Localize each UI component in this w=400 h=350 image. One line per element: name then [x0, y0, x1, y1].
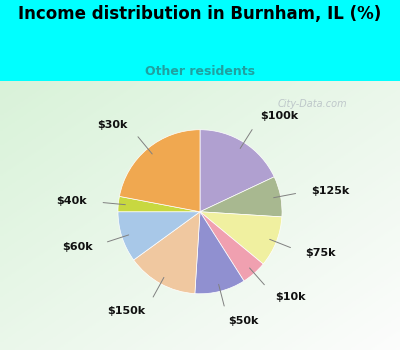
Wedge shape [200, 212, 263, 281]
Text: Other residents: Other residents [145, 65, 255, 78]
Text: $40k: $40k [57, 196, 87, 206]
Wedge shape [120, 130, 200, 212]
Wedge shape [118, 212, 200, 260]
Text: $60k: $60k [62, 242, 92, 252]
Text: $10k: $10k [275, 292, 305, 302]
Text: $30k: $30k [98, 120, 128, 130]
Wedge shape [134, 212, 200, 294]
Text: Income distribution in Burnham, IL (%): Income distribution in Burnham, IL (%) [18, 5, 382, 23]
Wedge shape [200, 177, 282, 217]
Wedge shape [200, 130, 274, 212]
Text: City-Data.com: City-Data.com [277, 99, 347, 109]
Wedge shape [195, 212, 244, 294]
Text: $100k: $100k [261, 111, 299, 121]
Wedge shape [200, 212, 282, 264]
Text: $125k: $125k [311, 186, 350, 196]
Wedge shape [118, 196, 200, 212]
Text: $75k: $75k [305, 248, 336, 258]
Text: $150k: $150k [107, 306, 146, 316]
Text: $50k: $50k [228, 316, 258, 327]
